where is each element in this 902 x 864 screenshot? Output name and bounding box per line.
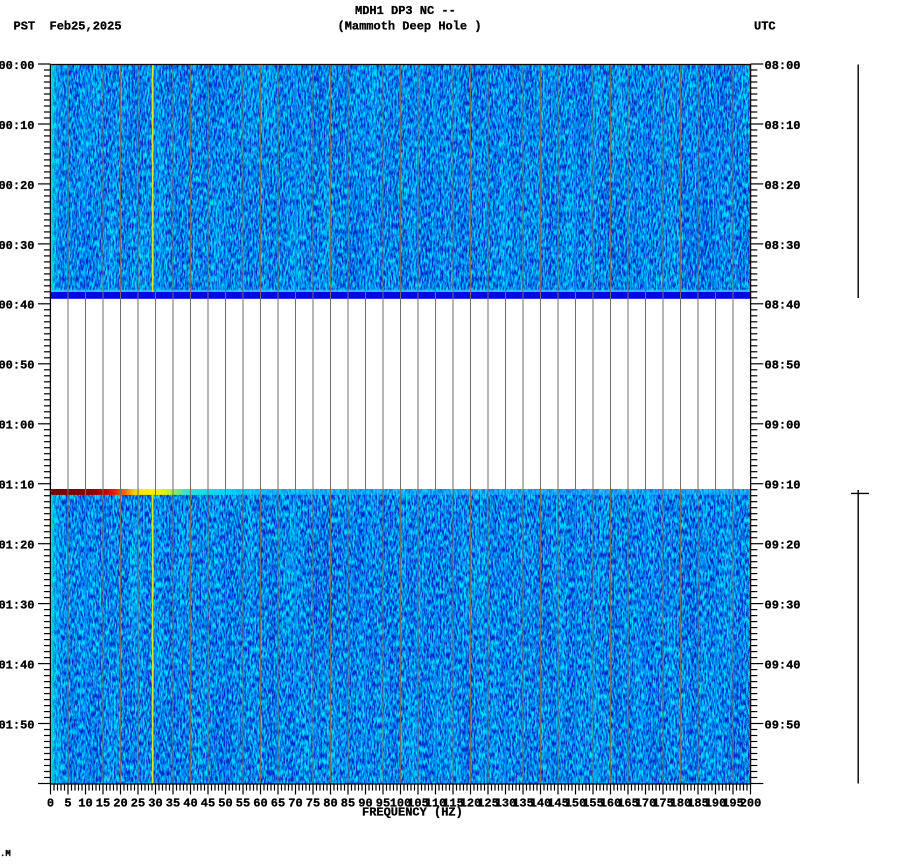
svg-text:125: 125 — [477, 797, 499, 811]
svg-text:105: 105 — [407, 797, 429, 811]
svg-text:00:40: 00:40 — [0, 299, 35, 313]
svg-text:UTC: UTC — [754, 20, 776, 34]
svg-text:130: 130 — [495, 797, 517, 811]
svg-text:00:50: 00:50 — [0, 359, 35, 373]
svg-text:08:30: 08:30 — [765, 239, 801, 253]
svg-text:55: 55 — [236, 797, 250, 811]
svg-text:FREQUENCY (HZ): FREQUENCY (HZ) — [362, 806, 463, 820]
svg-text:35: 35 — [166, 797, 180, 811]
svg-text:01:50: 01:50 — [0, 718, 35, 732]
svg-text:30: 30 — [148, 797, 162, 811]
svg-text:08:50: 08:50 — [765, 359, 801, 373]
svg-text:09:30: 09:30 — [765, 599, 801, 613]
svg-text:185: 185 — [687, 797, 709, 811]
svg-text:135: 135 — [512, 797, 534, 811]
svg-text:150: 150 — [565, 797, 587, 811]
svg-text:.M: .M — [0, 849, 11, 859]
svg-text:40: 40 — [183, 797, 197, 811]
svg-text:09:40: 09:40 — [765, 659, 801, 673]
svg-text:08:40: 08:40 — [765, 299, 801, 313]
svg-text:95: 95 — [376, 797, 390, 811]
svg-text:200: 200 — [740, 797, 762, 811]
svg-text:01:20: 01:20 — [0, 539, 35, 553]
svg-text:0: 0 — [47, 797, 54, 811]
svg-text:00:30: 00:30 — [0, 239, 35, 253]
svg-text:175: 175 — [652, 797, 674, 811]
svg-text:160: 160 — [600, 797, 622, 811]
svg-text:00:20: 00:20 — [0, 179, 35, 193]
svg-text:140: 140 — [530, 797, 552, 811]
svg-text:155: 155 — [582, 797, 604, 811]
svg-text:08:00: 08:00 — [765, 59, 801, 73]
svg-text:165: 165 — [617, 797, 639, 811]
svg-text:180: 180 — [670, 797, 692, 811]
svg-text:70: 70 — [288, 797, 302, 811]
svg-text:PST Feb25,2025: PST Feb25,2025 — [14, 20, 122, 34]
svg-text:80: 80 — [323, 797, 337, 811]
svg-text:20: 20 — [113, 797, 127, 811]
svg-text:50: 50 — [218, 797, 232, 811]
svg-text:09:00: 09:00 — [765, 419, 801, 433]
svg-text:195: 195 — [722, 797, 744, 811]
svg-text:5: 5 — [64, 797, 71, 811]
svg-text:09:50: 09:50 — [765, 718, 801, 732]
svg-text:60: 60 — [253, 797, 267, 811]
svg-text:100: 100 — [390, 797, 412, 811]
svg-text:(Mammoth Deep Hole ): (Mammoth Deep Hole ) — [338, 20, 482, 34]
svg-text:09:10: 09:10 — [765, 479, 801, 493]
svg-text:145: 145 — [547, 797, 569, 811]
svg-text:25: 25 — [131, 797, 145, 811]
svg-text:09:20: 09:20 — [765, 539, 801, 553]
svg-text:08:10: 08:10 — [765, 119, 801, 133]
svg-text:75: 75 — [306, 797, 320, 811]
svg-text:01:40: 01:40 — [0, 659, 35, 673]
svg-text:170: 170 — [635, 797, 657, 811]
svg-text:MDH1 DP3 NC --: MDH1 DP3 NC -- — [355, 4, 456, 18]
svg-text:01:30: 01:30 — [0, 599, 35, 613]
svg-text:01:10: 01:10 — [0, 479, 35, 493]
svg-text:01:00: 01:00 — [0, 419, 35, 433]
svg-text:65: 65 — [271, 797, 285, 811]
svg-text:45: 45 — [201, 797, 215, 811]
svg-text:10: 10 — [78, 797, 92, 811]
svg-text:00:10: 00:10 — [0, 119, 35, 133]
svg-text:120: 120 — [460, 797, 482, 811]
svg-text:08:20: 08:20 — [765, 179, 801, 193]
svg-text:115: 115 — [442, 797, 464, 811]
svg-text:15: 15 — [96, 797, 110, 811]
svg-text:90: 90 — [358, 797, 372, 811]
svg-text:85: 85 — [341, 797, 355, 811]
svg-text:110: 110 — [425, 797, 447, 811]
svg-text:190: 190 — [705, 797, 727, 811]
svg-text:00:00: 00:00 — [0, 59, 35, 73]
